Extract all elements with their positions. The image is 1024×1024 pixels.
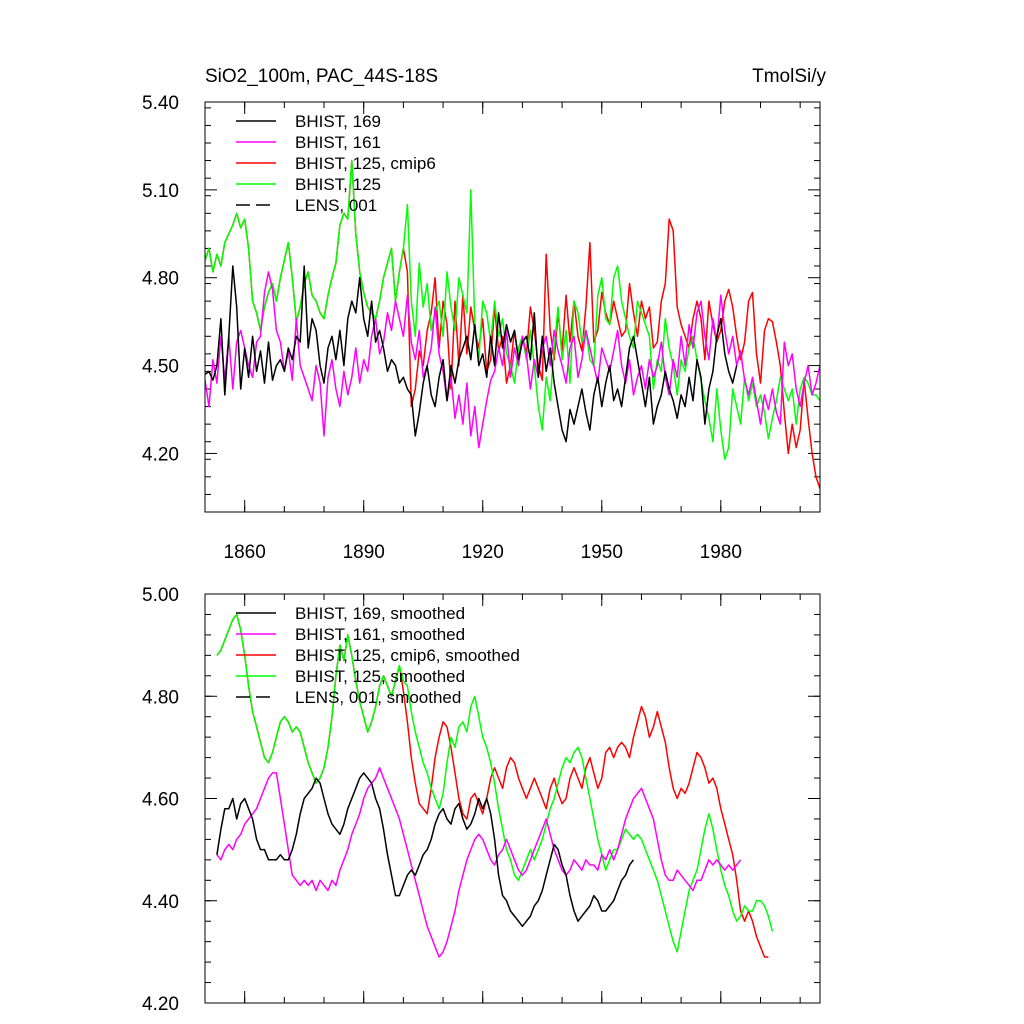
- y-tick-label: 4.40: [142, 892, 179, 913]
- y-tick-label: 5.10: [142, 181, 179, 202]
- series-line-bottom-2: [216, 767, 742, 958]
- bottom-chart-ticks: 4.20 4.40 4.60 4.80 5.00: [142, 585, 820, 1015]
- bottom-chart-legend: BHIST, 169, smoothed BHIST, 161, smoothed…: [236, 604, 520, 707]
- legend-label: BHIST, 161, smoothed: [295, 625, 465, 644]
- y-tick-label: 4.50: [142, 357, 179, 378]
- x-tick-label: 1890: [343, 542, 385, 563]
- top-chart-series: [205, 159, 820, 490]
- legend-label: BHIST, 125, smoothed: [295, 667, 465, 686]
- top-chart-frame: [204, 101, 821, 513]
- legend-label: BHIST, 125, cmip6: [295, 154, 436, 173]
- top-chart-title-left: SiO2_100m, PAC_44S-18S: [205, 66, 438, 87]
- y-tick-label: 4.20: [142, 994, 179, 1015]
- top-chart-panel: SiO2_100m, PAC_44S-18S TmolSi/y 4.20 4.50…: [142, 66, 826, 563]
- y-tick-label: 5.40: [142, 93, 179, 114]
- bottom-chart-panel: 4.20 4.40 4.60 4.80 5.00 BHIST, 169, smoothe…: [142, 585, 821, 1015]
- bottom-chart-frame: [204, 593, 821, 1004]
- y-tick-label: 5.00: [142, 585, 179, 606]
- legend-label: BHIST, 125: [295, 175, 381, 194]
- top-chart-title-right: TmolSi/y: [752, 66, 826, 87]
- legend-label: LENS, 001: [295, 196, 377, 215]
- legend-label: LENS, 001, smoothed: [295, 688, 461, 707]
- series-line-top-3: [205, 265, 738, 443]
- x-tick-label: 1950: [581, 542, 623, 563]
- legend-label: BHIST, 169, smoothed: [295, 604, 465, 623]
- x-tick-label: 1860: [224, 542, 266, 563]
- legend-label: BHIST, 125, cmip6, smoothed: [295, 646, 520, 665]
- y-tick-label: 4.80: [142, 687, 179, 708]
- x-tick-label: 1980: [700, 542, 742, 563]
- legend-label: BHIST, 169: [295, 112, 381, 131]
- y-tick-label: 4.20: [142, 444, 179, 465]
- y-tick-label: 4.60: [142, 790, 179, 811]
- series-line-bottom-1: [216, 613, 774, 953]
- top-chart-legend: BHIST, 169 BHIST, 161 BHIST, 125, cmip6 BHI…: [236, 112, 436, 215]
- bottom-chart-series: [216, 613, 774, 958]
- legend-label: BHIST, 161: [295, 133, 381, 152]
- series-line-bottom-3: [216, 772, 635, 928]
- y-tick-label: 4.80: [142, 269, 179, 290]
- series-line-top-1: [205, 159, 820, 461]
- x-tick-label: 1920: [462, 542, 504, 563]
